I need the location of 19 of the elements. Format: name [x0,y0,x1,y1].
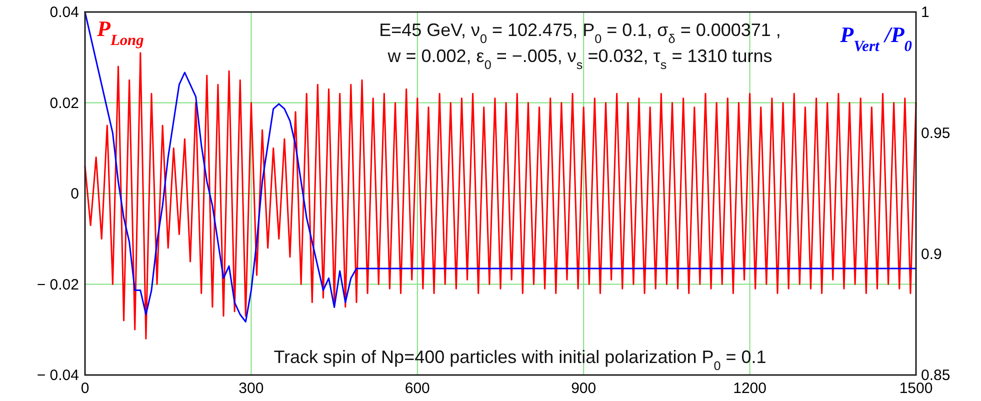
y-tick-label: − 0.04 [36,367,79,384]
x-tick-label: 300 [238,380,264,397]
line-series [84,11,917,323]
y2-tick-label: 0.95 [921,125,950,142]
x-tick-label: 600 [404,380,430,397]
y2-tick-label: 1 [921,4,930,21]
annotation: w = 0.002, ε$_{0}$ = −.005, ν$_{s}$ =0.032, τ$_{s}$ = 1310 turns [386,46,772,72]
annotation: E=45 GeV, ν$_{0}$ = 102.475, P$_{0}$ = 0.1, σ$_{δ}$ = 0.000371 , [379,20,781,46]
x-tick-label: 900 [571,380,596,397]
text: P$_{Vert}$/P$_{0}$ [839,22,912,54]
annotation: Track spin of Np=400 particles with initial polarization P$_{0}$ = 0.1 [274,347,766,373]
series-label: P$_{Long}$ [96,16,144,48]
y-tick-label: 0.04 [50,4,79,21]
y-tick-label: − 0.02 [36,276,79,294]
y-tick-label: 0 [70,186,79,202]
x-tick-label: 1200 [733,380,766,397]
y2-tick-label: 0.9 [921,246,942,263]
y-tick-label: 0.02 [50,94,79,112]
x-tick-label: 0 [80,380,90,397]
